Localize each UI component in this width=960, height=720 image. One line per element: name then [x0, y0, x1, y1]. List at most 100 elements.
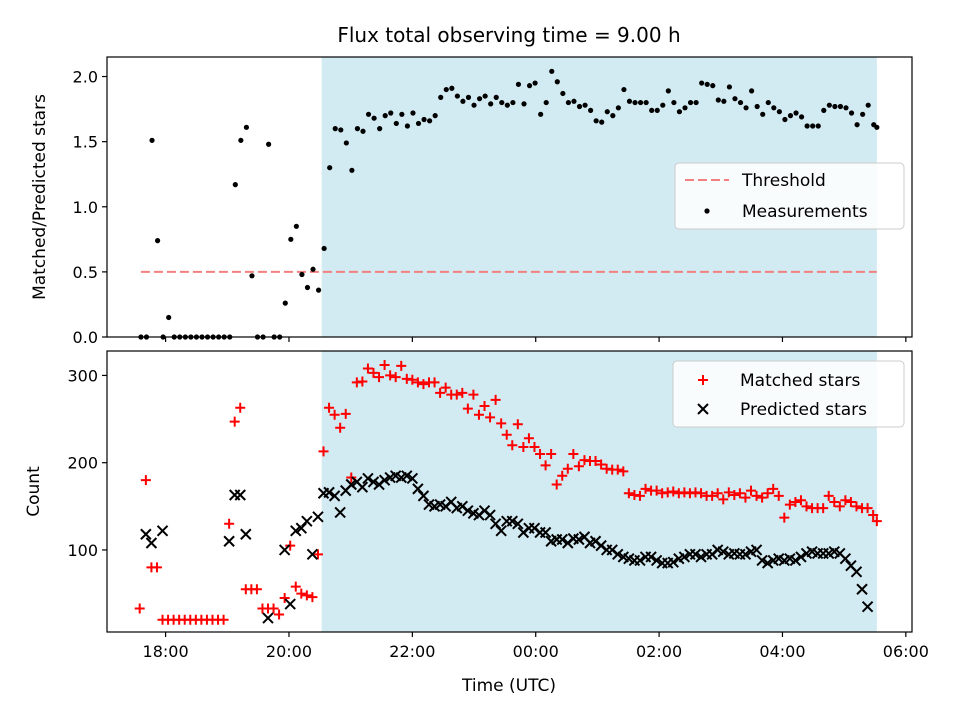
- matched-star-point: [140, 475, 151, 486]
- predicted-star-point: [145, 537, 158, 549]
- measurement-point: [532, 80, 538, 86]
- matched-star-point: [868, 510, 879, 521]
- matched-star-point: [712, 488, 723, 499]
- measurement-point: [626, 98, 633, 104]
- predicted-star-point: [223, 535, 235, 547]
- predicted-star-point: [156, 525, 169, 537]
- matched-star-point: [640, 483, 651, 494]
- predicted-star-point: [240, 528, 252, 540]
- measurement-point: [715, 97, 721, 103]
- matched-star-point: [651, 485, 662, 496]
- matched-star-point: [623, 488, 634, 499]
- matched-star-point: [485, 412, 496, 423]
- measurement-point: [504, 102, 510, 108]
- measurement-point: [421, 116, 427, 123]
- matched-star-point: [871, 516, 882, 527]
- measurement-point: [393, 120, 399, 127]
- matched-star-point: [729, 489, 740, 500]
- measurement-point: [604, 109, 610, 115]
- measurement-point: [332, 126, 338, 132]
- matched-star-point: [396, 360, 407, 371]
- matched-star-point: [473, 409, 484, 420]
- matched-star-point: [862, 503, 873, 514]
- measurement-point: [315, 287, 322, 293]
- measurement-point: [232, 182, 238, 188]
- measurement-point: [571, 98, 577, 104]
- matched-star-point: [340, 408, 351, 419]
- legend-measurements-swatch: [704, 208, 710, 214]
- matched-star-point: [535, 448, 546, 459]
- bottom-panel: 18:00 20:00 22:00 00:00 02:00 04:00 06:00 100 20…: [24, 350, 929, 661]
- x-axis-title: Time (UTC): [461, 676, 556, 696]
- series-measurements: [138, 68, 880, 340]
- measurement-point: [765, 99, 771, 106]
- predicted-star-point: [689, 548, 702, 561]
- matched-star-point: [740, 492, 751, 503]
- legend-predicted-swatch: [697, 403, 709, 415]
- measurement-point: [382, 113, 388, 119]
- legend: Matched stars Predicted stars: [672, 360, 905, 428]
- predicted-star-point: [789, 554, 802, 567]
- predicted-star-point: [323, 486, 335, 499]
- y-tick-label: 300: [67, 366, 98, 385]
- predicted-star-point: [301, 515, 313, 527]
- measurement-point: [593, 118, 599, 124]
- legend-measurements-label: Measurements: [742, 202, 868, 222]
- predicted-star-point: [717, 546, 729, 558]
- chart-title: Flux total observing time = 9.00 h: [337, 23, 680, 47]
- measurement-point: [304, 284, 311, 291]
- predicted-star-point: [506, 515, 518, 527]
- matched-star-point: [357, 376, 368, 387]
- measurement-point: [854, 122, 860, 128]
- predicted-star-point: [345, 478, 357, 491]
- measurement-point: [476, 96, 483, 102]
- top-panel: 0.0 0.5 1.0 1.5 2.0 Matched/Predicted stars Th…: [30, 56, 913, 347]
- predicted-star-point: [356, 481, 369, 493]
- matched-star-point: [407, 374, 418, 385]
- matched-star-point: [235, 402, 246, 413]
- measurement-point: [299, 271, 305, 278]
- predicted-star-point: [378, 474, 391, 486]
- series-matched-stars: [134, 359, 882, 625]
- matched-star-point: [840, 495, 851, 506]
- legend: Threshold Measurements: [674, 162, 905, 230]
- matched-star-point: [590, 455, 601, 466]
- predicted-star-point: [556, 533, 568, 546]
- measurement-point: [282, 300, 288, 306]
- measurement-point: [449, 85, 455, 91]
- matched-star-point: [457, 387, 468, 398]
- measurement-point: [560, 90, 566, 97]
- matched-star-point: [451, 389, 462, 400]
- measurement-point: [349, 167, 355, 173]
- y-axis-title: Count: [24, 466, 44, 517]
- matched-star-point: [385, 370, 396, 381]
- measurement-point: [843, 105, 849, 111]
- predicted-star-point: [861, 600, 874, 613]
- matched-star-point: [307, 592, 318, 603]
- measurement-point: [543, 99, 549, 106]
- measurement-point: [365, 111, 372, 117]
- matched-star-point: [462, 403, 473, 414]
- measurement-point: [649, 107, 655, 113]
- measurement-point: [804, 123, 810, 129]
- legend-box: [674, 162, 905, 230]
- x-tick-label: 06:00: [883, 642, 929, 661]
- predicted-star-point: [312, 511, 324, 523]
- predicted-star-point: [856, 583, 868, 595]
- matched-star-point: [312, 549, 323, 560]
- matched-star-point: [523, 433, 534, 444]
- predicted-star-point: [262, 612, 274, 624]
- x-tick-label: 00:00: [513, 642, 559, 661]
- predicted-star-point: [328, 490, 341, 502]
- predicted-star-point: [645, 551, 657, 563]
- measurement-point: [377, 126, 383, 132]
- matched-star-point: [301, 590, 312, 601]
- plot-frame: [106, 350, 913, 633]
- matched-star-point: [618, 466, 629, 477]
- predicted-star-point: [489, 518, 502, 530]
- matched-star-point: [512, 419, 523, 430]
- plot-frame: [106, 56, 913, 338]
- measurement-point: [732, 96, 738, 102]
- matched-star-point: [329, 409, 340, 420]
